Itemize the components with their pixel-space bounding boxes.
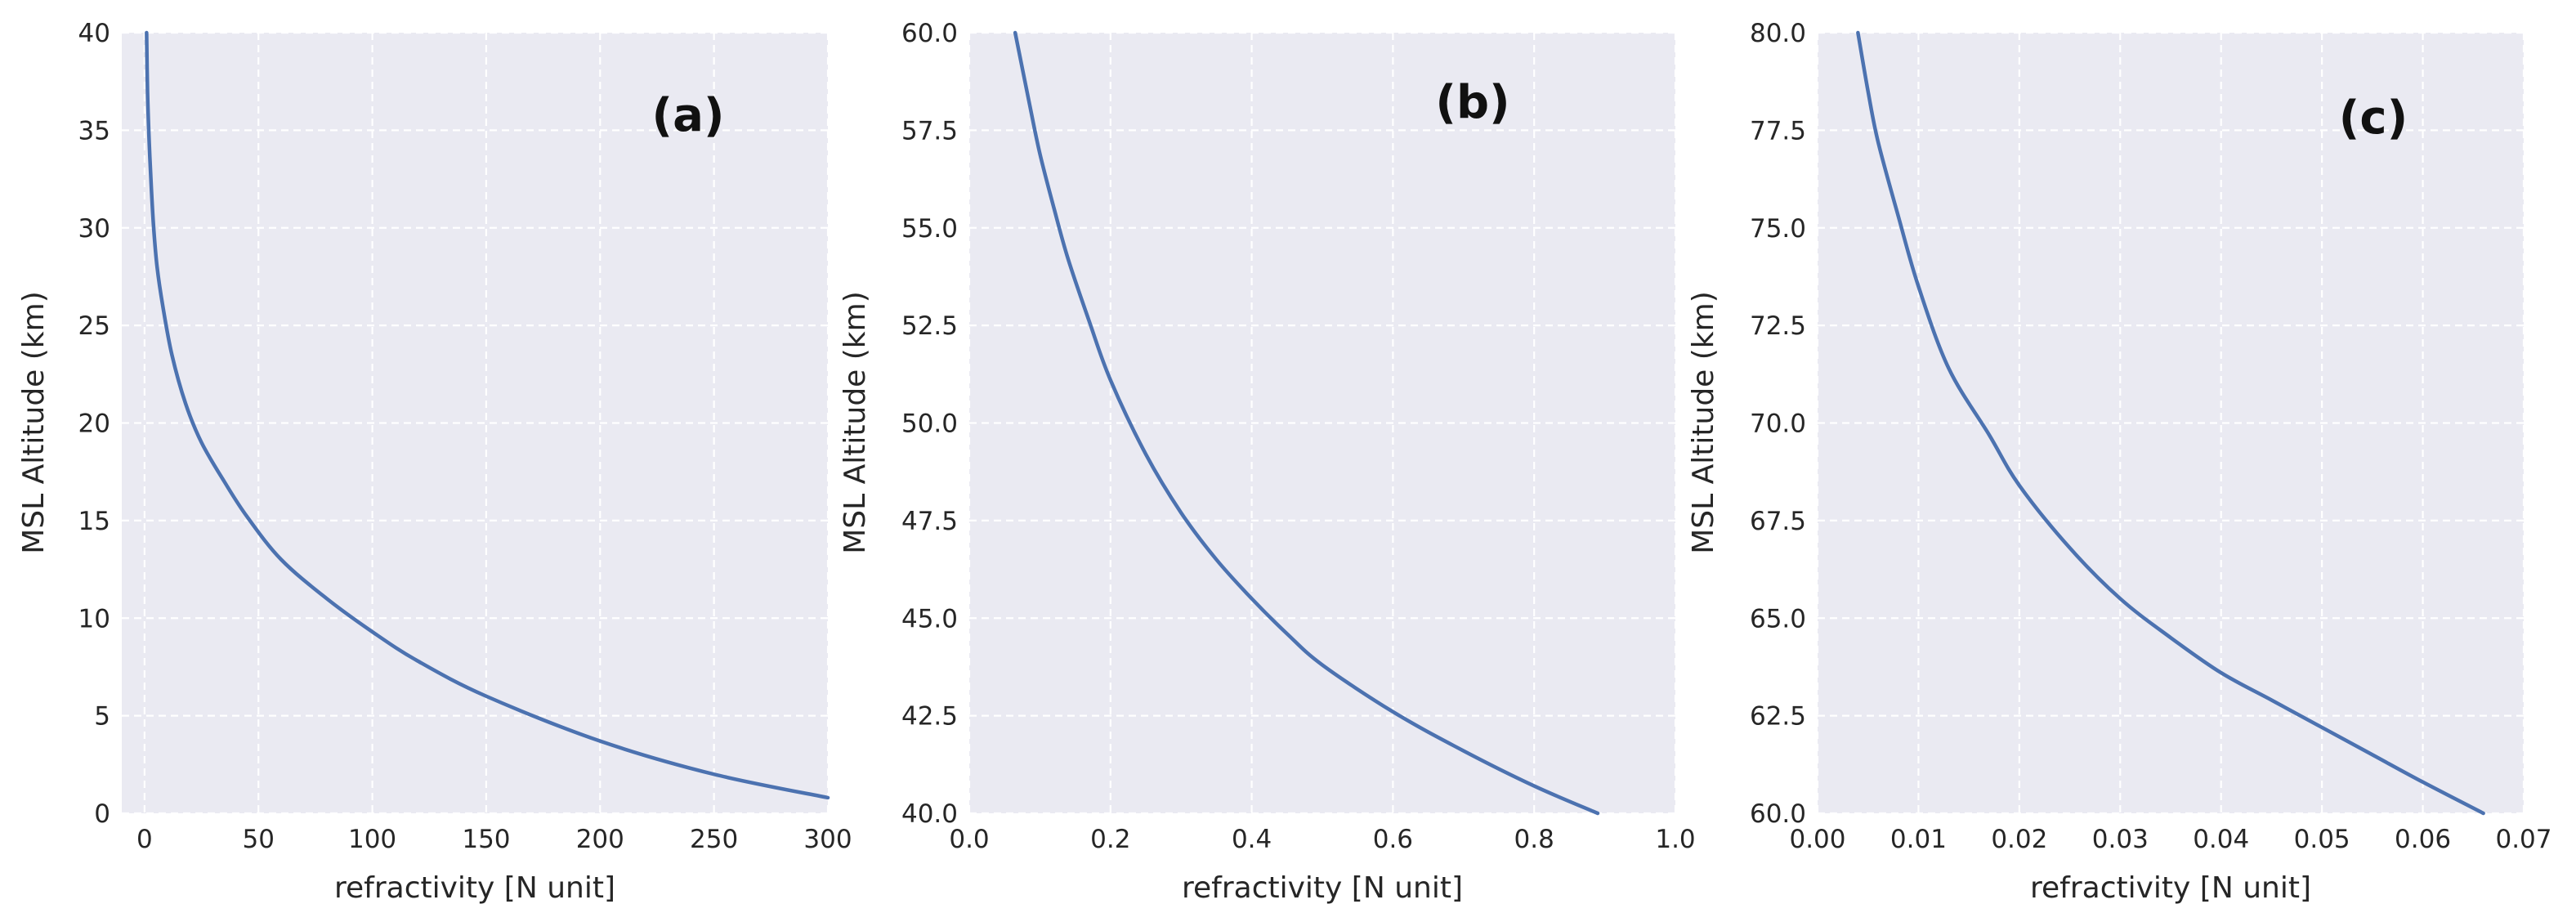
y-tick-label-b-8: 60.0 [901,19,958,48]
series-a [145,30,830,800]
x-axis-label-c: refractivity [N unit] [2030,871,2311,905]
panel-b: 0.0 0.2 0.4 0.6 0.8 1.0 40.0 42.5 45.0 47.5 50.0 52… [839,19,1696,905]
plot-area-a [122,33,828,813]
y-tick-label-c-2: 65.0 [1750,604,1806,633]
y-tick-label-b-5: 52.5 [901,311,958,341]
ticks-a: 0 50 100 150 200 250 300 0 5 10 15 20 25 30 35 40 [78,19,852,854]
x-tick-label-a-6: 300 [803,825,852,854]
y-tick-label-b-2: 45.0 [901,604,958,633]
y-tick-label-c-8: 80.0 [1750,19,1806,48]
x-axis-label-a: refractivity [N unit] [334,871,615,905]
x-tick-label-c-7: 0.07 [2495,825,2551,854]
y-tick-label-c-1: 62.5 [1750,702,1806,732]
x-tick-label-b-4: 0.8 [1514,825,1554,854]
x-tick-label-a-0: 0 [136,825,153,854]
y-axis-label-c: MSL Altitude (km) [1687,291,1720,554]
series-b [1013,30,1600,816]
x-tick-label-a-1: 50 [242,825,274,854]
x-tick-label-b-3: 0.6 [1373,825,1413,854]
y-tick-label-a-0: 0 [94,799,110,829]
x-axis-label-b: refractivity [N unit] [1182,871,1463,905]
y-tick-label-b-3: 47.5 [901,507,958,536]
x-tick-label-a-5: 250 [690,825,738,854]
panel-label-a: (a) [652,89,725,142]
panel-label-c: (c) [2339,92,2408,145]
x-tick-label-b-5: 1.0 [1655,825,1695,854]
y-tick-label-c-0: 60.0 [1750,799,1806,829]
y-tick-label-a-3: 15 [78,507,110,536]
panel-label-b: (b) [1435,76,1509,129]
y-axis-label-b: MSL Altitude (km) [839,291,872,554]
y-tick-label-c-4: 70.0 [1750,410,1806,439]
plot-area-c [1818,33,2524,813]
y-tick-label-c-6: 75.0 [1750,214,1806,244]
y-tick-label-a-8: 40 [78,19,110,48]
x-tick-label-a-4: 200 [576,825,624,854]
y-tick-label-a-6: 30 [78,214,110,244]
y-tick-label-b-6: 55.0 [901,214,958,244]
series-line-c-0 [1856,30,2485,816]
y-tick-label-a-7: 35 [78,116,110,145]
y-tick-label-a-2: 10 [78,604,110,633]
x-tick-label-a-3: 150 [462,825,510,854]
grid-b [968,31,1677,815]
y-tick-label-b-0: 40.0 [901,799,958,829]
y-tick-label-c-3: 67.5 [1750,507,1806,536]
x-tick-label-b-2: 0.4 [1232,825,1272,854]
x-tick-label-c-1: 0.01 [1890,825,1947,854]
x-tick-label-c-6: 0.06 [2395,825,2451,854]
y-tick-label-a-4: 20 [78,410,110,439]
y-axis-label-a: MSL Altitude (km) [17,291,51,554]
y-tick-label-c-7: 77.5 [1750,116,1806,145]
x-tick-label-c-3: 0.03 [2092,825,2149,854]
x-tick-label-b-0: 0.0 [949,825,989,854]
panel-a: 0 50 100 150 200 250 300 0 5 10 15 20 25 30 35 40 (a) r… [17,19,852,905]
x-tick-label-b-1: 0.2 [1090,825,1130,854]
x-tick-label-c-5: 0.05 [2294,825,2350,854]
panel-c: 0.00 0.01 0.02 0.03 0.04 0.05 0.06 0.07 60.0 62.5… [1687,19,2552,905]
y-tick-label-b-1: 42.5 [901,702,958,732]
series-line-b-0 [1013,30,1600,816]
grid-a [122,31,830,815]
series-c [1856,30,2485,816]
y-tick-label-b-7: 57.5 [901,116,958,145]
y-tick-label-b-4: 50.0 [901,410,958,439]
ticks-b: 0.0 0.2 0.4 0.6 0.8 1.0 40.0 42.5 45.0 47.5 50.0 52… [901,19,1696,854]
x-tick-label-a-2: 100 [348,825,396,854]
series-line-a-0 [145,30,830,800]
y-tick-label-a-5: 25 [78,311,110,341]
x-tick-label-c-0: 0.00 [1789,825,1845,854]
grid-c [1816,31,2525,815]
ticks-c: 0.00 0.01 0.02 0.03 0.04 0.05 0.06 0.07 60.0 62.5… [1750,19,2552,854]
x-tick-label-c-2: 0.02 [1991,825,2047,854]
y-tick-label-a-1: 5 [94,702,110,732]
x-tick-label-c-4: 0.04 [2193,825,2249,854]
y-tick-label-c-5: 72.5 [1750,311,1806,341]
plot-area-b [969,33,1675,813]
